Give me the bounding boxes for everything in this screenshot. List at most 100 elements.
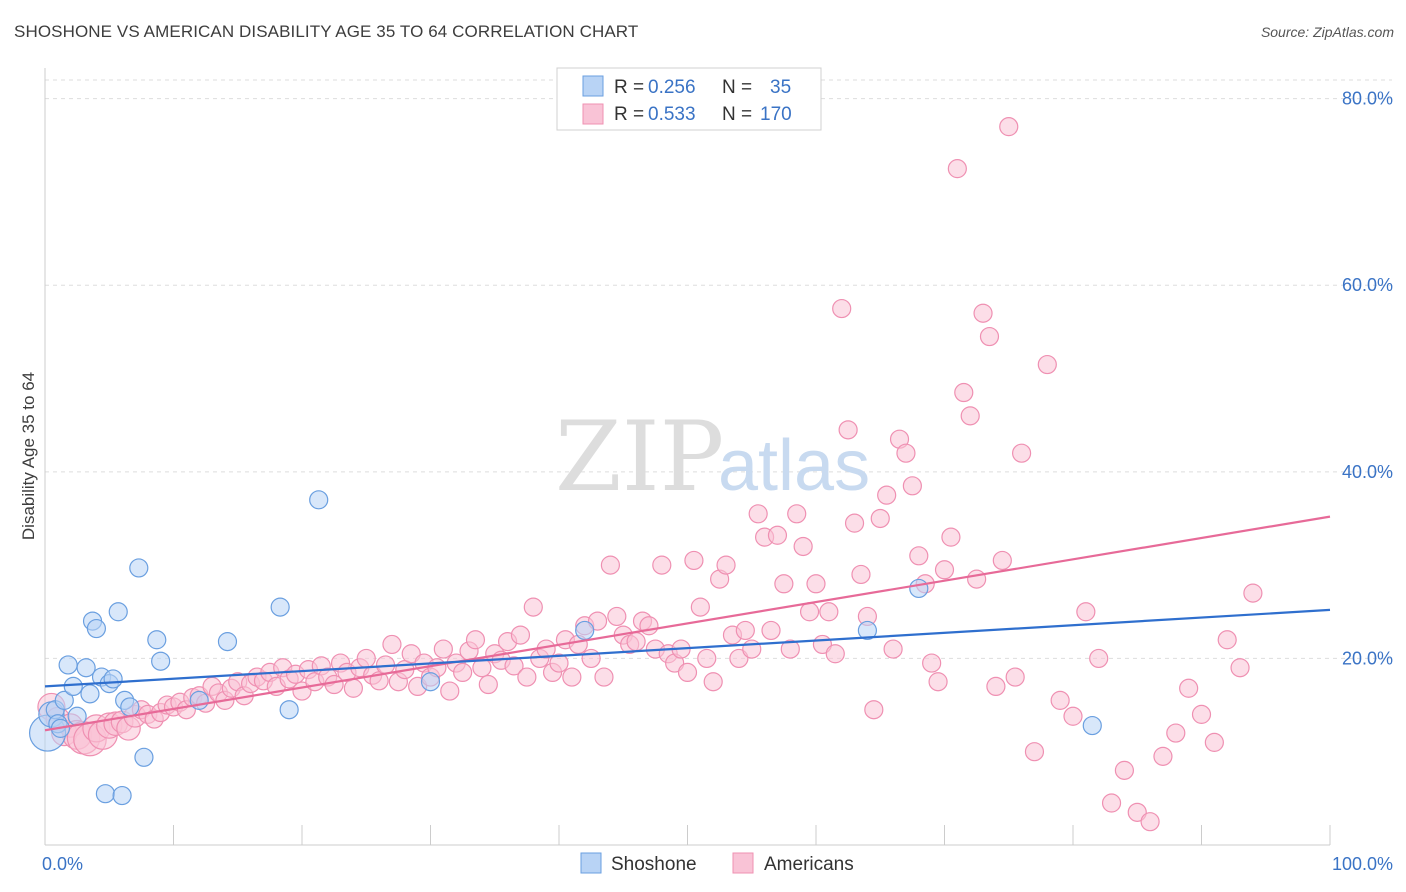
shoshone-point-14 — [95, 784, 115, 804]
americans-point-107 — [729, 648, 749, 669]
americans-point-134 — [902, 476, 922, 496]
americans-point-100 — [684, 550, 704, 571]
americans-point-56 — [401, 644, 421, 664]
americans-point-105 — [716, 555, 736, 575]
shoshone-point-6 — [58, 655, 78, 675]
americans-point-155 — [1063, 706, 1083, 726]
shoshone-point-33 — [909, 578, 929, 599]
x-tick-label-0: 0.0% — [42, 854, 83, 874]
y-tick-label-1: 40.0% — [1342, 462, 1393, 482]
americans-point-160 — [1127, 802, 1147, 822]
chart-source: Source: ZipAtlas.com — [1260, 24, 1394, 40]
legend-n-value-americans: 170 — [760, 104, 792, 125]
americans-point-150 — [1005, 667, 1025, 687]
americans-point-93 — [639, 616, 659, 636]
americans-point-102 — [697, 648, 717, 669]
americans-point-151 — [1011, 443, 1032, 463]
americans-point-62 — [440, 681, 460, 701]
americans-point-103 — [703, 672, 723, 692]
americans-point-163 — [1166, 723, 1186, 743]
americans-point-143 — [960, 406, 980, 426]
shoshone-point-34 — [1082, 715, 1102, 736]
shoshone-point-12 — [86, 618, 107, 639]
americans-point-140 — [941, 527, 961, 547]
americans-point-154 — [1050, 690, 1070, 710]
y-tick-label-2: 60.0% — [1342, 275, 1393, 295]
bottom-legend-swatch-americans — [732, 852, 754, 874]
americans-point-47 — [343, 678, 363, 698]
americans-point-137 — [922, 653, 942, 673]
americans-point-118 — [799, 602, 820, 622]
bottom-legend-label-americans: Americans — [764, 854, 854, 875]
americans-point-116 — [787, 504, 807, 524]
americans-point-148 — [992, 550, 1012, 571]
americans-point-125 — [844, 513, 865, 533]
americans-point-161 — [1140, 812, 1160, 832]
americans-point-53 — [382, 634, 402, 655]
americans-point-164 — [1179, 678, 1199, 698]
americans-point-108 — [735, 620, 755, 641]
americans-point-130 — [877, 485, 897, 505]
shoshone-point-9 — [76, 658, 96, 678]
americans-point-122 — [825, 644, 845, 664]
legend-n-label-americans: N = — [722, 104, 752, 125]
americans-point-67 — [472, 658, 492, 678]
americans-point-131 — [883, 639, 903, 659]
shoshone-point-16 — [103, 669, 123, 689]
americans-point-115 — [780, 639, 800, 659]
americans-point-61 — [433, 639, 453, 659]
americans-point-144 — [967, 569, 987, 589]
americans-point-91 — [626, 632, 646, 652]
americans-point-101 — [690, 597, 710, 617]
americans-point-166 — [1204, 732, 1224, 752]
shoshone-trend-line — [44, 608, 1331, 688]
shoshone-point-22 — [134, 747, 154, 767]
shoshone-point-21 — [129, 558, 149, 578]
americans-point-99 — [677, 662, 698, 683]
americans-point-165 — [1191, 704, 1212, 724]
watermark-atlas: atlas — [718, 426, 870, 506]
americans-point-68 — [478, 674, 498, 695]
americans-point-95 — [652, 555, 672, 575]
americans-point-123 — [832, 298, 852, 319]
legend-n-label-shoshone: N = — [722, 77, 752, 98]
x-tick-label-1: 100.0% — [1332, 854, 1393, 874]
shoshone-point-18 — [112, 785, 132, 806]
americans-point-66 — [465, 630, 486, 650]
americans-point-84 — [581, 648, 601, 669]
americans-point-74 — [517, 667, 537, 687]
americans-point-79 — [549, 653, 569, 673]
americans-point-139 — [934, 560, 955, 580]
americans-point-86 — [594, 667, 614, 687]
americans-point-129 — [870, 508, 890, 529]
legend: R = 0.256 N = 35 R = 0.533 N = 170 — [556, 67, 822, 131]
americans-point-110 — [748, 504, 768, 524]
shoshone-point-31 — [575, 620, 595, 641]
shoshone-point-29 — [309, 490, 329, 510]
americans-point-133 — [896, 443, 916, 463]
americans-point-156 — [1076, 602, 1096, 622]
americans-point-145 — [973, 303, 993, 323]
shoshone-point-17 — [108, 602, 128, 622]
americans-point-112 — [761, 620, 781, 641]
americans-point-162 — [1153, 746, 1173, 766]
americans-point-142 — [954, 382, 974, 403]
americans-point-124 — [838, 420, 858, 440]
shoshone-point-28 — [279, 700, 299, 720]
americans-point-49 — [356, 648, 376, 669]
y-tick-label-3: 80.0% — [1342, 89, 1393, 109]
watermark-zip: ZIP — [555, 401, 724, 513]
watermark: ZIP atlas — [555, 401, 870, 513]
americans-trend-line — [44, 515, 1331, 732]
americans-point-157 — [1089, 648, 1109, 669]
americans-point-128 — [864, 700, 884, 720]
americans-point-149 — [999, 117, 1019, 137]
americans-point-113 — [767, 525, 788, 545]
bottom-legend-swatch-shoshone — [580, 852, 602, 874]
americans-point-75 — [523, 597, 543, 617]
x-tick-labels: 0.0% 100.0% — [42, 854, 1393, 874]
americans-point-167 — [1217, 630, 1237, 650]
americans-point-158 — [1101, 793, 1122, 813]
americans-point-135 — [909, 546, 929, 566]
bottom-legend-label-shoshone: Shoshone — [611, 854, 697, 875]
